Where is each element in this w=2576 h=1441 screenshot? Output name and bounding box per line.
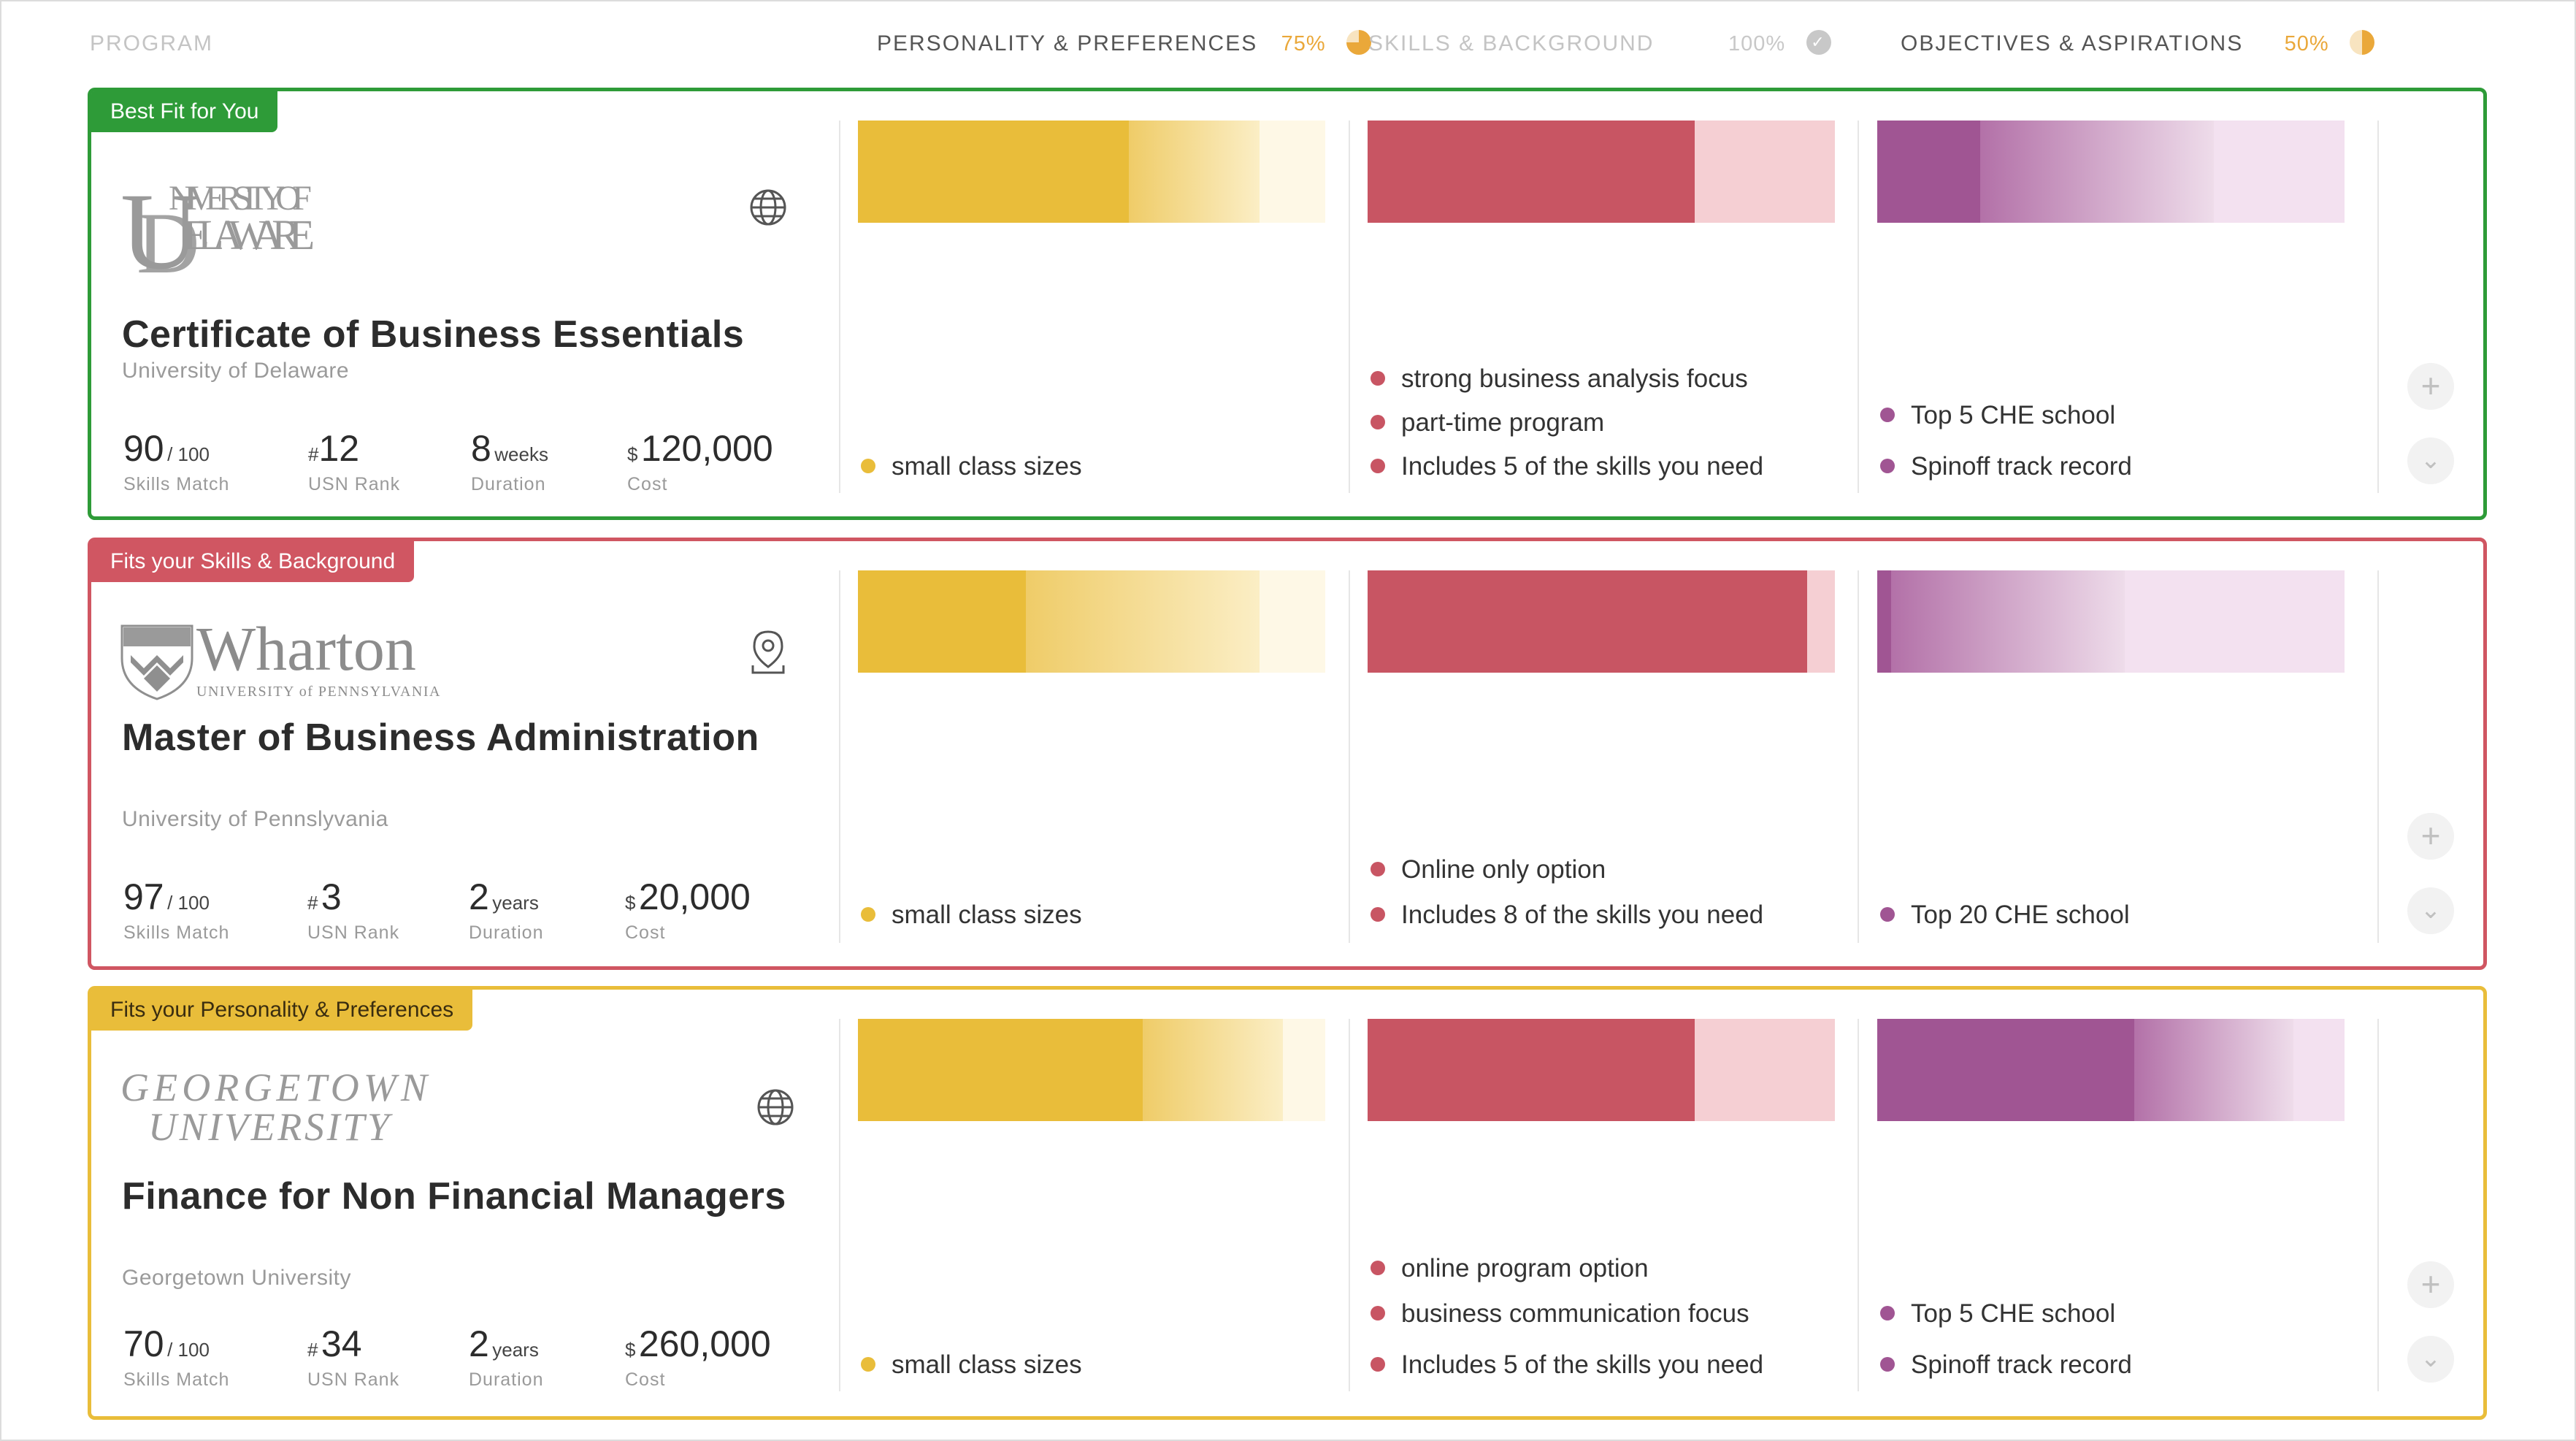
personality-fit-bar xyxy=(858,121,1325,223)
svg-text:NIVERSITY OF: NIVERSITY OF xyxy=(169,179,312,218)
progress-pie-icon xyxy=(2349,30,2374,56)
duration-stat: 8 weeks Duration xyxy=(471,428,548,494)
bullet-item: Includes 5 of the skills you need xyxy=(1371,451,1763,483)
bullet-item: strong business analysis focus xyxy=(1371,363,1748,395)
add-button[interactable]: + xyxy=(2407,813,2454,860)
chevron-down-icon[interactable]: ⌄ xyxy=(2407,1336,2454,1383)
svg-text:UNIVERSITY of PENNSYLVANIA: UNIVERSITY of PENNSYLVANIA xyxy=(196,684,441,700)
fit-tag: Best Fit for You xyxy=(91,91,278,132)
fit-tag: Fits your Personality & Preferences xyxy=(91,990,473,1031)
bullet-item: Online only option xyxy=(1371,854,1606,886)
cost-stat: $ 120,000 Cost xyxy=(627,428,773,494)
cost-stat: $ 20,000 Cost xyxy=(625,876,751,943)
svg-text:UNIVERSITY: UNIVERSITY xyxy=(148,1105,393,1147)
objectives-fit-bar xyxy=(1877,570,2345,673)
usn-rank-stat: # 3 USN Rank xyxy=(307,876,400,943)
bullet-item: Top 5 CHE school xyxy=(1880,1298,2115,1330)
skills-fit-bar xyxy=(1368,1019,1835,1121)
divider xyxy=(839,570,840,943)
duration-stat: 2 years Duration xyxy=(469,1323,544,1390)
divider xyxy=(1858,121,1859,493)
program-title[interactable]: Master of Business Administration xyxy=(122,716,759,759)
fit-tag: Fits your Skills & Background xyxy=(91,541,415,582)
program-title[interactable]: Certificate of Business Essentials xyxy=(122,313,745,356)
add-button[interactable]: + xyxy=(2407,1261,2454,1308)
bullet-item: small class sizes xyxy=(861,899,1082,931)
column-header-skills[interactable]: SKILLS & BACKGROUND xyxy=(1368,31,1655,56)
university-name: University of Delaware xyxy=(122,359,350,383)
bullet-item: Top 5 CHE school xyxy=(1880,400,2115,432)
program-card[interactable]: Best Fit for You U D NIVERSITY OF ELAWAR… xyxy=(88,88,2487,520)
divider xyxy=(839,121,840,493)
skills-match-stat: 70 / 100 Skills Match xyxy=(123,1323,230,1390)
university-name: University of Pennslyvania xyxy=(122,807,388,831)
location-icon[interactable] xyxy=(750,629,786,678)
bullet-item: part-time program xyxy=(1371,407,1604,439)
globe-icon[interactable] xyxy=(756,1088,795,1131)
objectives-fit-bar xyxy=(1877,1019,2345,1121)
university-logo: Wharton UNIVERSITY of PENNSYLVANIA xyxy=(120,614,456,704)
bullet-item: Spinoff track record xyxy=(1880,451,2132,483)
bullet-item: Includes 8 of the skills you need xyxy=(1371,899,1763,931)
svg-text:U: U xyxy=(120,172,199,274)
progress-pie-icon xyxy=(1346,30,1371,56)
bullet-item: Spinoff track record xyxy=(1880,1349,2132,1381)
duration-stat: 2 years Duration xyxy=(469,876,544,943)
usn-rank-stat: # 34 USN Rank xyxy=(307,1323,400,1390)
bullet-item: small class sizes xyxy=(861,1349,1082,1381)
divider xyxy=(1349,1019,1350,1391)
divider xyxy=(1349,121,1350,493)
bullet-item: Includes 5 of the skills you need xyxy=(1371,1349,1763,1381)
bullet-item: online program option xyxy=(1371,1253,1649,1285)
program-card[interactable]: Fits your Personality & Preferences GEOR… xyxy=(88,986,2487,1420)
chevron-down-icon[interactable]: ⌄ xyxy=(2407,887,2454,934)
divider xyxy=(2377,570,2379,943)
divider xyxy=(839,1019,840,1391)
bullet-item: small class sizes xyxy=(861,451,1082,483)
divider xyxy=(2377,1019,2379,1391)
bullet-item: business communication focus xyxy=(1371,1298,1749,1330)
personality-fit-bar xyxy=(858,570,1325,673)
university-logo: GEORGETOWN UNIVERSITY xyxy=(120,1066,442,1151)
program-card[interactable]: Fits your Skills & Background Wharton UN… xyxy=(88,538,2487,970)
divider xyxy=(1858,570,1859,943)
column-header-program: PROGRAM xyxy=(90,31,214,56)
skills-fit-bar xyxy=(1368,570,1835,673)
divider xyxy=(1349,570,1350,943)
chevron-down-icon[interactable]: ⌄ xyxy=(2407,437,2454,484)
usn-rank-stat: #12 USN Rank xyxy=(308,428,401,494)
program-title[interactable]: Finance for Non Financial Managers xyxy=(122,1175,786,1218)
svg-text:GEORGETOWN: GEORGETOWN xyxy=(120,1067,429,1109)
column-header-skills-progress: 100% ✓ xyxy=(1728,29,1831,58)
university-logo: U D NIVERSITY OF ELAWARE xyxy=(120,171,361,292)
bullet-item: Top 20 CHE school xyxy=(1880,899,2130,931)
svg-text:ELAWARE: ELAWARE xyxy=(183,211,315,259)
svg-text:Wharton: Wharton xyxy=(196,620,416,684)
university-name: Georgetown University xyxy=(122,1266,351,1290)
skills-match-stat: 97 / 100 Skills Match xyxy=(123,876,230,943)
skills-match-stat: 90 / 100 Skills Match xyxy=(123,428,230,494)
skills-fit-bar xyxy=(1368,121,1835,223)
divider xyxy=(1858,1019,1859,1391)
objectives-fit-bar xyxy=(1877,121,2345,223)
add-button[interactable]: + xyxy=(2407,363,2454,410)
globe-icon[interactable] xyxy=(748,188,788,231)
divider xyxy=(2377,121,2379,493)
cost-stat: $ 260,000 Cost xyxy=(625,1323,771,1390)
check-icon: ✓ xyxy=(1806,30,1831,56)
column-header-objectives[interactable]: OBJECTIVES & ASPIRATIONS 50% xyxy=(1901,29,2374,58)
personality-fit-bar xyxy=(858,1019,1325,1121)
column-header-personality[interactable]: PERSONALITY & PREFERENCES 75% xyxy=(877,29,1371,58)
